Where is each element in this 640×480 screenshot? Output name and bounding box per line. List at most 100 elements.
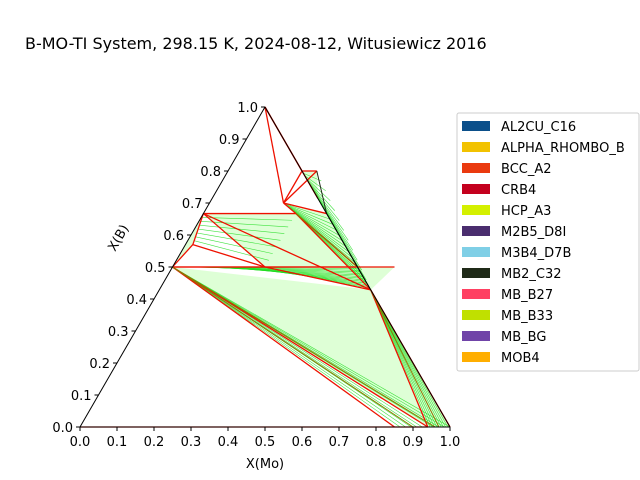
tie-line [200,221,289,228]
chart-title: B-MO-TI System, 298.15 K, 2024-08-12, Wi… [25,34,487,53]
phase-boundary [172,244,194,268]
phase-boundary [192,213,205,245]
tie-line [172,266,406,428]
tie-line [289,208,349,252]
tie-line [284,203,330,220]
y-tick-label: 0.6 [163,229,184,244]
phase-boundary [295,213,358,268]
tie-line [307,179,335,211]
x-tick-label: 0.1 [107,435,128,450]
legend-label: M3B4_D7B [501,246,571,261]
legend-label: MOB4 [501,351,540,366]
tie-line [309,184,344,231]
legend-label: MB_B27 [501,288,553,303]
y-axis-ticks: 0.0 0.1 0.2 0.3 0.4 0.5 0.6 0.7 0.8 0.9 1.0 [52,101,265,436]
legend-swatch [462,142,490,152]
legend-swatch [462,184,490,194]
tie-line [286,205,340,236]
legend-swatch [462,331,490,341]
tie-line [196,232,277,248]
tie-line [195,236,273,254]
tie-line [286,204,337,231]
y-tick-label: 1.0 [237,101,258,116]
legend-swatch [462,268,490,278]
phase-boundary [172,266,429,428]
x-tick-label: 0.8 [366,435,387,450]
x-tick-label: 0.5 [255,435,276,450]
legend-swatch [462,163,490,173]
x-tick-label: 1.0 [440,435,461,450]
tie-line [287,206,343,242]
phase-boundary [202,213,266,268]
legend-label: ALPHA_RHOMBO_B [501,141,625,156]
legend-label: MB_B33 [501,309,553,324]
x-tick-label: 0.2 [144,435,165,450]
tie-line [304,175,326,192]
tie-line [172,266,445,428]
x-tick-label: 0.7 [329,435,350,450]
y-tick-label: 0.5 [145,261,166,276]
tie-line [288,207,346,247]
legend-label: AL2CU_C16 [501,120,576,135]
legend-label: HCP_A3 [501,204,551,219]
phase-boundary [172,266,436,428]
phase-boundary [370,289,429,428]
phase-boundary [370,289,440,428]
x-axis-ticks: 0.0 0.1 0.2 0.3 0.4 0.5 0.6 0.7 0.8 0.9 1.0 [70,427,461,450]
tie-line [312,189,353,251]
tie-line [370,289,444,428]
phase-boundary [172,266,395,428]
tie-line [311,186,349,241]
phase-boundary [316,170,328,214]
legend-swatch [462,310,490,320]
tie-line [370,289,435,428]
legend-box [456,112,640,372]
y-tick-label: 0.0 [52,421,73,436]
x-tick-label: 0.6 [292,435,313,450]
tie-line [199,224,285,234]
x-tick-label: 0.0 [70,435,91,450]
x-tick-label: 0.4 [218,435,239,450]
phase-boundary [172,266,414,428]
legend-swatch [462,289,490,299]
phase-boundary [282,170,303,204]
phase-boundary [283,202,327,215]
legend-label: CRB4 [501,183,536,198]
legend-swatch [462,226,490,236]
tie-line [202,217,293,221]
phase-boundary [264,106,285,204]
legend-swatch [462,121,490,131]
legend-label: M2B5_D8I [501,225,566,240]
tie-line [172,266,451,428]
legend-swatch [462,205,490,215]
y-tick-label: 0.3 [108,325,129,340]
phase-boundary [295,213,372,291]
y-axis-label: X(B) [105,222,132,254]
x-tick-label: 0.9 [403,435,424,450]
tie-line [370,289,433,428]
x-tick-label: 0.3 [181,435,202,450]
phase-boundary [203,212,371,291]
tie-line [198,228,281,241]
legend-label: BCC_A2 [501,162,552,177]
tie-line [305,177,331,201]
hypotenuse-line [264,106,451,428]
y-tick-label: 0.1 [71,389,92,404]
tie-line [285,204,334,225]
legend-label: MB2_C32 [501,267,562,282]
legend-swatch [462,352,490,362]
phase-boundary [264,266,371,291]
legend-swatch [462,247,490,257]
tie-line-region [283,203,371,290]
tie-line [194,240,269,261]
phase-boundary [192,243,266,268]
phase-boundary [283,170,318,204]
y-tick-label: 0.7 [182,197,203,212]
y-tick-label: 0.9 [219,133,240,148]
legend-label: MB_BG [501,330,546,345]
x-axis-label: X(Mo) [246,457,284,472]
y-tick-label: 0.4 [126,293,147,308]
phase-boundary [283,202,297,215]
y-tick-label: 0.2 [89,357,110,372]
